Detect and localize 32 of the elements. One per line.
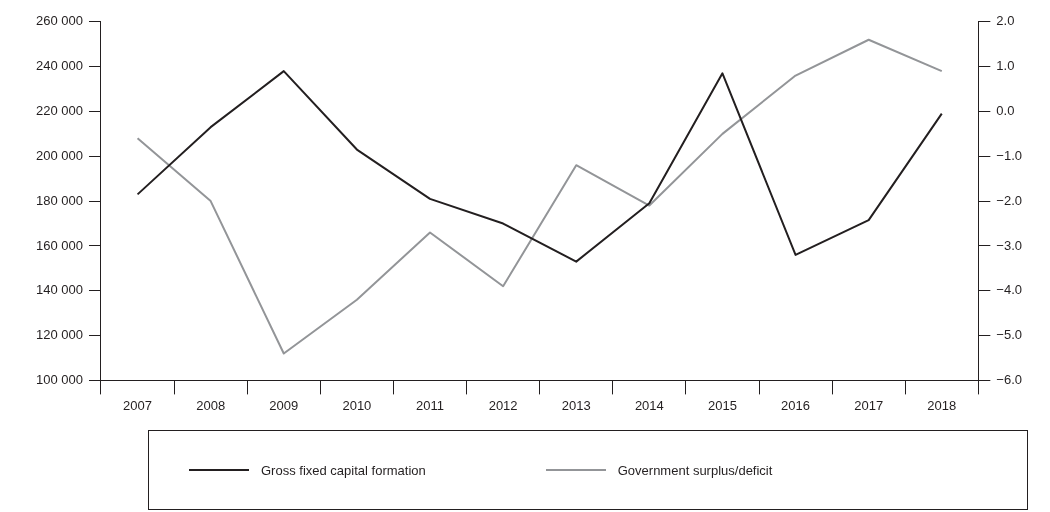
- y-tick-label: 240 000: [35, 58, 83, 74]
- y2-tick-label: −6.0: [996, 371, 1023, 387]
- y2-tick-label: −3.0: [996, 237, 1023, 253]
- x-tick-label: 2012: [488, 397, 518, 413]
- y2-tick-label: −1.0: [996, 147, 1023, 163]
- x-tick-label: 2011: [416, 397, 444, 413]
- y-tick-label: 180 000: [35, 192, 83, 208]
- y2-tick-label: −5.0: [996, 327, 1023, 343]
- x-tick-label: 2018: [927, 397, 957, 413]
- y-tick-label: 260 000: [35, 13, 83, 29]
- y-tick-label: 120 000: [35, 327, 83, 343]
- x-tick-label: 2008: [196, 397, 226, 413]
- x-tick-label: 2007: [123, 397, 153, 413]
- y2-tick-label: 0.0: [996, 103, 1015, 119]
- x-tick-label: 2014: [634, 397, 664, 413]
- x-tick-label: 2013: [561, 397, 591, 413]
- x-tick-label: 2017: [854, 397, 884, 413]
- legend-label: Government surplus/deficit: [617, 462, 773, 478]
- y2-tick-label: 2.0: [996, 13, 1015, 29]
- y2-tick-label: −2.0: [996, 192, 1023, 208]
- y2-tick-label: −4.0: [996, 282, 1023, 298]
- y-tick-label: 100 000: [35, 371, 83, 387]
- y-tick-label: 220 000: [35, 103, 83, 119]
- y2-tick-label: 1.0: [996, 58, 1015, 74]
- x-tick-label: 2009: [269, 397, 299, 413]
- x-tick-label: 2016: [781, 397, 811, 413]
- y-tick-label: 140 000: [35, 282, 83, 298]
- x-tick-label: 2015: [707, 397, 737, 413]
- y-tick-label: 200 000: [35, 147, 83, 163]
- x-tick-label: 2010: [342, 397, 372, 413]
- y-tick-label: 160 000: [35, 237, 83, 253]
- legend-label: Gross fixed capital formation: [261, 462, 426, 478]
